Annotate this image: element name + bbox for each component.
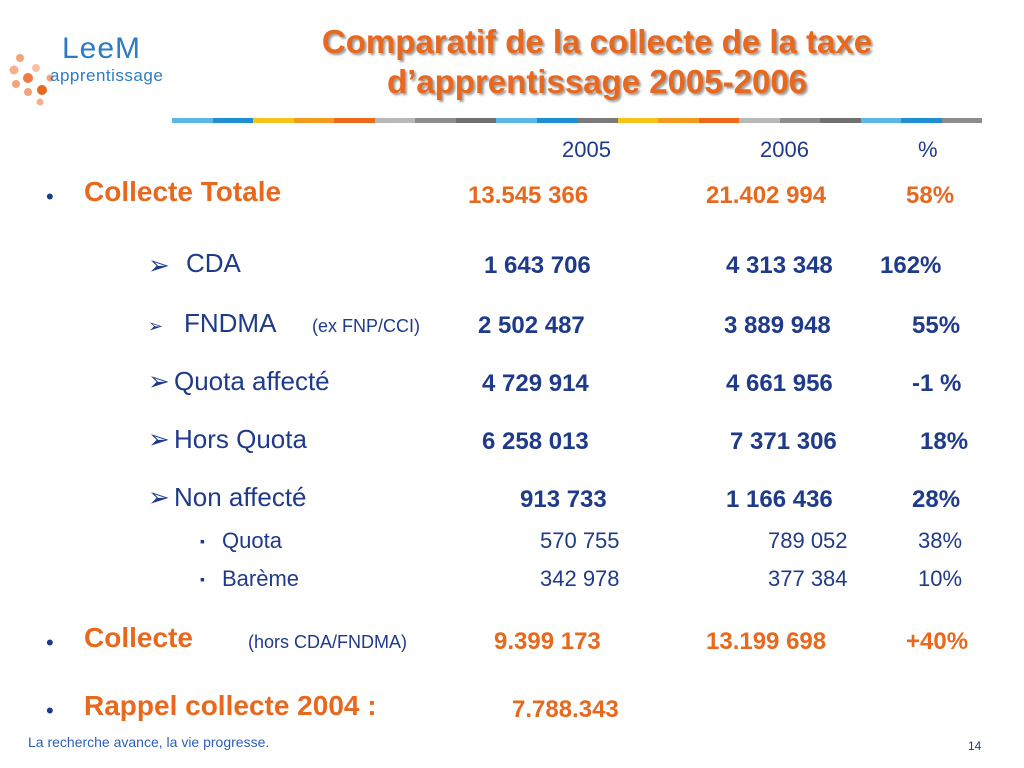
color-bar-segment <box>941 118 982 123</box>
page-number: 14 <box>968 739 982 753</box>
color-bar-segment <box>820 118 861 123</box>
row-fndma-note: (ex FNP/CCI) <box>312 316 420 336</box>
row-hors-quota-2005: 6 258 013 <box>482 428 589 455</box>
bullet-icon: • <box>46 630 54 655</box>
footer-tagline: La recherche avance, la vie progresse. <box>28 734 270 750</box>
row-rappel-label: Rappel collecte 2004 : <box>84 690 377 721</box>
row-fndma-2005: 2 502 487 <box>478 312 585 339</box>
color-bar-segment <box>455 118 496 123</box>
logo-wordmark: LeeM <box>62 32 142 65</box>
row-rappel-value: 7.788.343 <box>512 696 619 723</box>
row-quota-affecte-label: Quota affecté <box>174 366 330 396</box>
row-cda-pct: 162% <box>880 252 942 279</box>
color-bar-segment <box>496 118 537 123</box>
arrow-marker-icon: ➢ <box>148 316 164 336</box>
row-cda-2005: 1 643 706 <box>484 252 591 279</box>
color-bar-segment <box>860 118 901 123</box>
row-hors-quota-pct: 18% <box>920 428 969 455</box>
color-bar-segment <box>536 118 577 123</box>
row-quota-pct: 38% <box>918 528 963 553</box>
bullet-icon: • <box>46 698 54 723</box>
square-bullet-icon: ▪ <box>200 533 205 549</box>
row-quota-affecte-2005: 4 729 914 <box>482 370 589 397</box>
color-divider-bar <box>172 118 982 123</box>
arrow-marker-icon: ➢ <box>148 366 170 396</box>
row-total-label: Collecte Totale <box>84 176 282 207</box>
row-non-affecte-pct: 28% <box>912 486 961 513</box>
logo-subtitle: apprentissage <box>50 66 164 85</box>
row-hors-quota-2006: 7 371 306 <box>730 428 837 455</box>
row-bareme-2006: 377 384 <box>768 566 848 591</box>
color-bar-segment <box>374 118 415 123</box>
color-bar-segment <box>698 118 739 123</box>
page-title-line-1: Comparatif de la collecte de la taxe <box>321 23 873 60</box>
row-quota-2006: 789 052 <box>768 528 848 553</box>
page-title-line-2: d’apprentissage 2005-2006 <box>386 63 808 100</box>
header-2005: 2005 <box>562 137 611 162</box>
row-bareme-label: Barème <box>222 566 300 591</box>
color-bar-segment <box>172 118 213 123</box>
color-bar-segment <box>577 118 618 123</box>
color-bar-segment <box>901 118 942 123</box>
row-collecte-2006: 13.199 698 <box>706 628 827 655</box>
row-collecte-pct: +40% <box>906 628 969 655</box>
header-2006: 2006 <box>760 137 809 162</box>
color-bar-segment <box>779 118 820 123</box>
row-quota-2005: 570 755 <box>540 528 620 553</box>
header-percent: % <box>918 137 938 162</box>
color-bar-segment <box>253 118 294 123</box>
color-bar-segment <box>658 118 699 123</box>
color-bar-segment <box>334 118 375 123</box>
logo-dots-icon <box>9 54 54 106</box>
row-non-affecte-label: Non affecté <box>174 482 307 512</box>
row-total-pct: 58% <box>906 182 955 209</box>
row-total-2005: 13.545 366 <box>468 182 589 209</box>
row-quota-affecte-2006: 4 661 956 <box>726 370 833 397</box>
row-collecte-label: Collecte <box>84 622 193 653</box>
color-bar-segment <box>293 118 334 123</box>
row-hors-quota-label: Hors Quota <box>174 424 307 454</box>
color-bar-segment <box>617 118 658 123</box>
row-collecte-2005: 9.399 173 <box>494 628 601 655</box>
row-bareme-2005: 342 978 <box>540 566 620 591</box>
row-cda-label: CDA <box>186 248 241 278</box>
row-collecte-note: (hors CDA/FNDMA) <box>248 632 408 652</box>
row-non-affecte-2006: 1 166 436 <box>726 486 833 513</box>
color-bar-segment <box>739 118 780 123</box>
row-bareme-pct: 10% <box>918 566 963 591</box>
arrow-marker-icon: ➢ <box>148 250 170 280</box>
row-quota-affecte-pct: -1 % <box>912 370 962 397</box>
color-bar-segment <box>415 118 456 123</box>
row-cda-2006: 4 313 348 <box>726 252 833 279</box>
row-total-2006: 21.402 994 <box>706 182 827 209</box>
arrow-marker-icon: ➢ <box>148 482 170 512</box>
row-non-affecte-2005: 913 733 <box>520 486 607 513</box>
color-bar-segment <box>212 118 253 123</box>
row-fndma-label: FNDMA <box>184 308 277 338</box>
bullet-icon: • <box>46 184 54 209</box>
row-fndma-2006: 3 889 948 <box>724 312 831 339</box>
square-bullet-icon: ▪ <box>200 571 205 587</box>
row-fndma-pct: 55% <box>912 312 961 339</box>
arrow-marker-icon: ➢ <box>148 424 170 454</box>
leem-logo: LeeM apprentissage <box>6 30 166 110</box>
row-quota-label: Quota <box>222 528 282 553</box>
